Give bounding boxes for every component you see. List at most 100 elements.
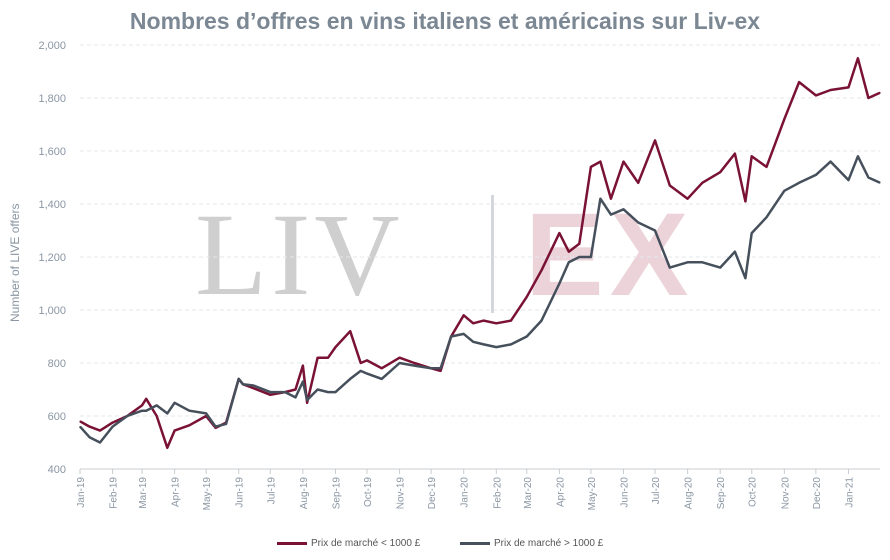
- data-point-over-1000: [334, 391, 337, 393]
- data-point-over-1000: [269, 391, 271, 393]
- data-point-under-1000: [669, 184, 671, 187]
- data-point-over-1000: [744, 277, 747, 279]
- data-point-under-1000: [622, 161, 625, 163]
- x-tick-label: May-20: [587, 477, 598, 511]
- data-point-under-1000: [88, 426, 91, 428]
- data-point-under-1000: [381, 367, 383, 369]
- data-point-under-1000: [327, 357, 329, 359]
- x-tick-label: Feb-19: [109, 477, 120, 509]
- data-point-under-1000: [141, 404, 143, 406]
- data-point-over-1000: [450, 335, 452, 338]
- data-point-under-1000: [99, 429, 101, 432]
- x-tick-label: Sep-20: [716, 477, 727, 510]
- data-point-over-1000: [578, 256, 580, 258]
- liv-ex-watermark: LIV EX: [195, 195, 775, 314]
- data-point-under-1000: [599, 161, 601, 163]
- data-point-under-1000: [366, 359, 368, 361]
- data-point-under-1000: [166, 447, 168, 449]
- data-point-under-1000: [879, 92, 881, 94]
- data-point-under-1000: [540, 269, 543, 271]
- data-point-over-1000: [381, 378, 383, 380]
- x-axis-ticks: Jan-19 Feb-19 Mar-19 Apr-19 May-19 Jun-19 Jul-…: [76, 469, 855, 510]
- y-tick-label: 1,400: [38, 199, 66, 211]
- data-point-under-1000: [252, 387, 255, 389]
- legend-label-over-1000: Prix de marché > 1000 £: [494, 538, 604, 549]
- data-point-over-1000: [857, 155, 859, 157]
- data-point-over-1000: [111, 426, 114, 428]
- data-point-under-1000: [798, 81, 800, 83]
- data-point-over-1000: [495, 346, 497, 348]
- y-tick-label: 1,600: [38, 146, 66, 158]
- x-tick-label: Sep-19: [331, 477, 342, 510]
- data-point-under-1000: [744, 200, 747, 202]
- data-point-under-1000: [765, 166, 768, 168]
- data-point-under-1000: [590, 166, 592, 168]
- data-point-over-1000: [558, 282, 560, 285]
- data-point-over-1000: [316, 388, 319, 391]
- x-tick-label: Jun-19: [235, 477, 246, 508]
- data-point-over-1000: [701, 261, 703, 263]
- data-point-over-1000: [99, 441, 101, 444]
- y-tick-label: 2,000: [38, 40, 66, 52]
- data-point-over-1000: [568, 261, 570, 263]
- data-point-over-1000: [215, 426, 217, 428]
- data-point-over-1000: [472, 341, 474, 343]
- data-point-over-1000: [879, 182, 881, 184]
- data-point-over-1000: [669, 267, 671, 269]
- data-point-over-1000: [79, 426, 81, 428]
- data-point-under-1000: [847, 86, 850, 88]
- data-point-over-1000: [252, 384, 255, 387]
- data-point-under-1000: [701, 182, 703, 184]
- y-axis-label: Number of LIVE offers: [8, 203, 22, 323]
- y-tick-label: 400: [48, 464, 66, 476]
- data-point-over-1000: [284, 391, 286, 393]
- data-point-over-1000: [867, 176, 870, 179]
- x-tick-label: Dec-20: [812, 477, 823, 510]
- y-tick-label: 1,800: [38, 93, 66, 105]
- data-point-over-1000: [829, 161, 832, 163]
- x-tick-label: Mar-20: [523, 477, 534, 509]
- data-point-under-1000: [349, 330, 351, 332]
- legend-item-over-1000[interactable]: Prix de marché > 1000 £: [460, 538, 603, 549]
- data-point-over-1000: [156, 404, 158, 406]
- data-point-over-1000: [302, 380, 304, 383]
- data-point-under-1000: [316, 357, 319, 359]
- data-point-over-1000: [783, 190, 785, 192]
- data-point-under-1000: [568, 251, 570, 253]
- data-point-over-1000: [188, 410, 190, 412]
- data-point-over-1000: [439, 367, 442, 369]
- x-tick-label: Oct-19: [363, 477, 374, 507]
- data-point-under-1000: [463, 314, 465, 316]
- data-point-over-1000: [510, 343, 512, 346]
- data-point-under-1000: [413, 362, 415, 364]
- x-tick-label: Apr-19: [171, 477, 182, 507]
- data-point-over-1000: [540, 320, 543, 322]
- legend-swatch-under-1000: [277, 542, 307, 545]
- data-point-over-1000: [610, 214, 612, 216]
- data-point-under-1000: [867, 97, 870, 99]
- data-point-over-1000: [637, 221, 639, 224]
- x-tick-label: Mar-19: [138, 477, 149, 509]
- data-point-over-1000: [815, 174, 817, 176]
- legend: Prix de marché < 1000 £ Prix de marché >…: [0, 538, 890, 556]
- data-point-under-1000: [269, 394, 271, 396]
- data-point-under-1000: [578, 243, 580, 245]
- data-point-under-1000: [483, 320, 485, 322]
- data-point-over-1000: [622, 208, 625, 210]
- data-point-under-1000: [526, 296, 528, 298]
- x-tick-label: Jul-19: [266, 477, 277, 505]
- data-point-under-1000: [783, 118, 785, 120]
- x-tick-label: Aug-20: [684, 477, 695, 510]
- data-point-over-1000: [294, 396, 297, 399]
- data-point-under-1000: [472, 322, 474, 324]
- data-point-over-1000: [398, 362, 401, 364]
- data-point-over-1000: [242, 383, 244, 385]
- x-tick-label: May-19: [202, 477, 213, 511]
- data-point-over-1000: [225, 423, 227, 425]
- data-point-under-1000: [495, 322, 497, 324]
- legend-item-under-1000[interactable]: Prix de marché < 1000 £: [277, 538, 420, 549]
- data-point-over-1000: [145, 410, 147, 412]
- data-point-over-1000: [306, 399, 308, 401]
- x-tick-label: Jun-20: [619, 477, 630, 508]
